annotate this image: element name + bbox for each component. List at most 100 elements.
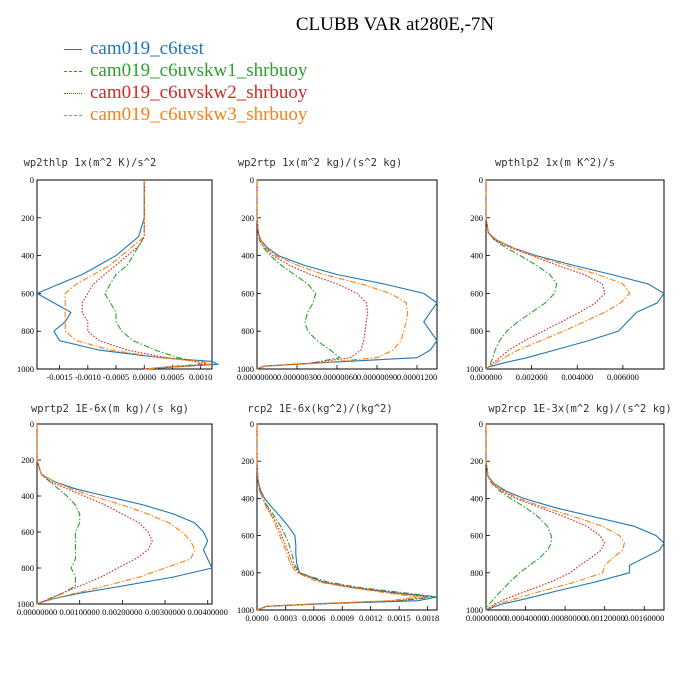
legend-label: cam019_c6test	[90, 38, 204, 59]
y-tick-label: 1000	[466, 605, 483, 615]
x-tick-label: 0.00000000	[237, 372, 277, 382]
plot-frame	[256, 423, 438, 611]
x-tick-label: 0.00120000	[584, 613, 624, 623]
y-tick-label: 400	[21, 491, 34, 501]
y-tick-label: 1000	[466, 364, 483, 374]
plot-frame	[256, 179, 438, 370]
y-tick-label: 200	[470, 456, 483, 466]
legend-label: cam019_c6uvskw2_shrbuoy	[90, 82, 308, 103]
series-line	[485, 180, 606, 370]
plot-frame	[485, 423, 665, 611]
x-tick-label: -0.0015	[46, 372, 72, 382]
y-tick-label: 1000	[17, 599, 34, 609]
chart-panel: wp2thlp 1x(m^2 K)/s^2 0 200 400 600 800 1000 -0…	[17, 157, 220, 382]
legend-label: cam019_c6uvskw1_shrbuoy	[90, 60, 308, 81]
series-line	[256, 424, 419, 611]
y-tick-label: 600	[21, 288, 34, 298]
x-tick-label: 0.0006	[302, 613, 325, 623]
x-tick-label: 0.00400000	[188, 607, 228, 617]
series-line	[485, 180, 665, 370]
y-tick-label: 600	[470, 531, 483, 541]
y-tick-label: 800	[241, 568, 254, 578]
x-tick-label: 0.0009	[331, 613, 354, 623]
series-line	[256, 180, 409, 370]
x-tick-label: -0.0005	[103, 372, 129, 382]
series-line	[36, 424, 81, 605]
series-line	[485, 424, 552, 611]
x-tick-label: 0.00160000	[624, 613, 664, 623]
x-tick-label: 0.0000	[245, 613, 268, 623]
chart-title: wpthlp2 1x(m K^2)/s	[495, 157, 615, 169]
series-line	[485, 424, 625, 611]
y-tick-label: 200	[241, 456, 254, 466]
series-line	[256, 180, 369, 370]
plot-frame	[485, 179, 665, 370]
y-tick-label: 400	[21, 251, 34, 261]
y-tick-label: 600	[21, 527, 34, 537]
y-tick-label: 400	[470, 251, 483, 261]
x-tick-label: 0.000000	[470, 372, 502, 382]
y-tick-label: 1000	[237, 364, 254, 374]
y-tick-label: 1000	[237, 605, 254, 615]
y-tick-label: 600	[470, 288, 483, 298]
y-tick-label: 0	[30, 419, 34, 429]
series-line	[256, 424, 438, 611]
x-tick-label: 0.00000030	[277, 372, 317, 382]
chart-panel: rcp2 1E-6x(kg^2)/(kg^2) 0 200 400 600 800 1000…	[237, 403, 439, 623]
chart-panel: wprtp2 1E-6x(m kg)/(s kg) 0 200 400 600 800 10…	[17, 403, 228, 617]
y-tick-label: 0	[479, 419, 483, 429]
series-line	[104, 180, 203, 370]
series-line	[256, 180, 438, 370]
series-line	[256, 180, 341, 370]
series-line	[81, 180, 207, 370]
series-line	[36, 424, 213, 605]
plot-frame	[36, 423, 213, 605]
legend-label: cam019_c6uvskw3_shrbuoy	[90, 104, 308, 125]
y-tick-label: 400	[241, 493, 254, 503]
x-tick-label: 0.0000	[133, 372, 156, 382]
x-tick-label: 0.006000	[607, 372, 639, 382]
y-tick-label: 200	[470, 213, 483, 223]
series-line	[36, 424, 153, 605]
y-tick-label: 800	[21, 326, 34, 336]
legend-line	[64, 115, 82, 116]
chart-title: wprtp2 1E-6x(m kg)/(s kg)	[31, 403, 189, 415]
series-line	[485, 180, 631, 370]
y-tick-label: 400	[470, 493, 483, 503]
plot-frame	[36, 179, 213, 370]
series-line	[256, 424, 428, 611]
x-tick-label: 0.004000	[561, 372, 593, 382]
chart-title: rcp2 1E-6x(kg^2)/(kg^2)	[247, 403, 392, 415]
x-tick-label: 0.0005	[161, 372, 184, 382]
chart-title: wp2thlp 1x(m^2 K)/s^2	[24, 157, 157, 169]
legend-line	[64, 71, 82, 72]
x-tick-label: 0.00000000	[466, 613, 506, 623]
series-line	[64, 180, 213, 370]
x-tick-label: 0.00000090	[357, 372, 397, 382]
y-tick-label: 800	[21, 563, 34, 573]
series-line	[36, 424, 196, 605]
x-tick-label: 0.0003	[274, 613, 297, 623]
series-line	[485, 180, 558, 370]
legend-line	[64, 49, 82, 50]
y-tick-label: 0	[30, 175, 34, 185]
series-line	[485, 424, 606, 611]
x-tick-label: 0.002000	[516, 372, 548, 382]
series-line	[256, 424, 438, 611]
chart-panel: wp2rcp 1E-3x(m^2 kg)/(s^2 kg) 0 200 400 600 8…	[466, 403, 672, 623]
y-tick-label: 0	[250, 175, 254, 185]
x-tick-label: 0.00001200	[397, 372, 437, 382]
figure-title: CLUBB VAR at280E,-7N	[295, 14, 495, 35]
y-tick-label: 600	[241, 288, 254, 298]
y-tick-label: 400	[241, 251, 254, 261]
x-tick-label: 0.00000060	[317, 372, 357, 382]
y-tick-label: 200	[21, 213, 34, 223]
x-tick-label: 0.0010	[189, 372, 212, 382]
x-tick-label: 0.0018	[416, 613, 439, 623]
x-tick-label: 0.00080000	[545, 613, 585, 623]
y-tick-label: 800	[470, 326, 483, 336]
x-tick-label: -0.0010	[75, 372, 101, 382]
y-tick-label: 800	[241, 326, 254, 336]
x-tick-label: 0.00000000	[17, 607, 57, 617]
